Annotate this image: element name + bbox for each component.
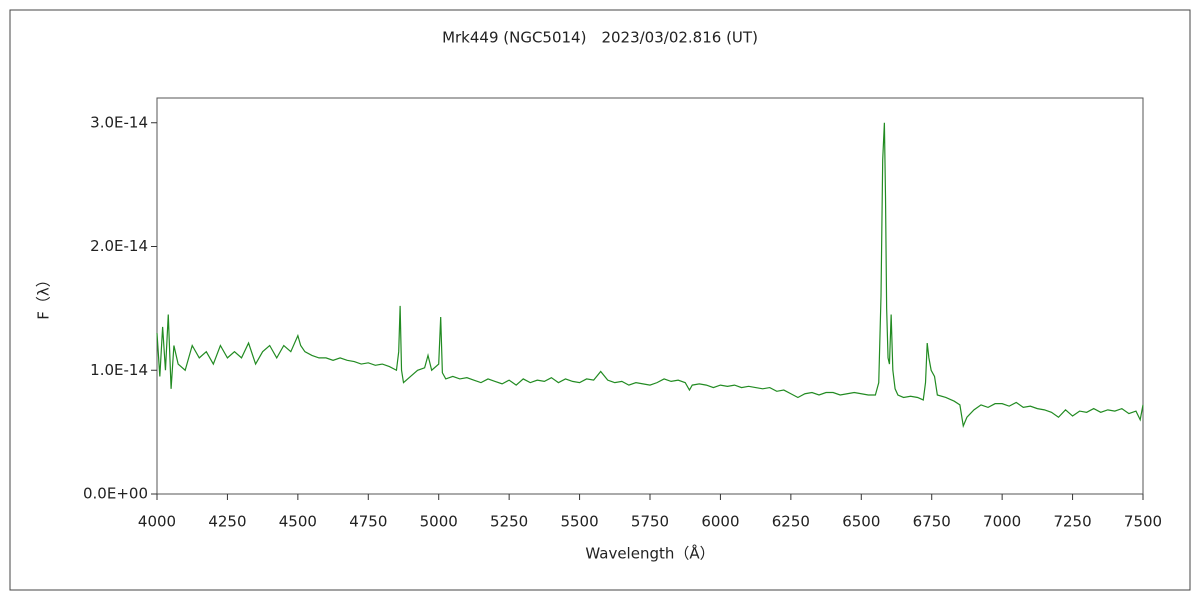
x-tick-label: 6000 (701, 513, 739, 531)
frame (9, 9, 1191, 591)
x-tick-label: 6250 (772, 513, 810, 531)
y-tick-label: 2.0E-14 (90, 237, 148, 255)
x-tick-label: 4000 (138, 513, 176, 531)
y-tick-label: 3.0E-14 (90, 113, 148, 131)
x-tick-label: 7250 (1053, 513, 1091, 531)
x-tick-label: 5250 (490, 513, 528, 531)
spectrum-line (156, 122, 1144, 429)
x-tick-label: 4250 (208, 513, 246, 531)
x-tick-label: 5500 (560, 513, 598, 531)
x-tick-label: 4500 (279, 513, 317, 531)
x-tick-label: 5000 (420, 513, 458, 531)
y-tick-label: 1.0E-14 (90, 361, 148, 379)
x-tick-label: 5750 (631, 513, 669, 531)
chart-title: Mrk449 (NGC5014) 2023/03/02.816 (UT) (442, 29, 758, 47)
x-tick-label: 4750 (349, 513, 387, 531)
x-tick-label: 7000 (983, 513, 1021, 531)
x-axis-label: Wavelength（Å） (585, 544, 714, 563)
y-tick-label: 0.0E+00 (83, 485, 148, 503)
x-tick-label: 6750 (913, 513, 951, 531)
x-tick-label: 7500 (1124, 513, 1162, 531)
y-axis-label: F（λ） (35, 272, 53, 320)
x-tick-label: 6500 (842, 513, 880, 531)
